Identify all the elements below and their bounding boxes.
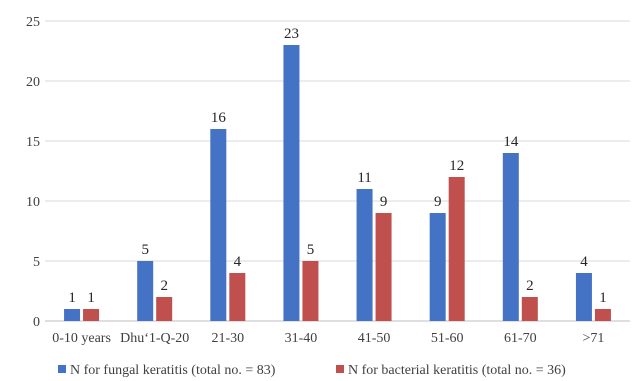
data-label: 1	[68, 290, 76, 306]
data-label: 14	[503, 134, 519, 150]
bar-bacterial	[448, 177, 465, 321]
bar-bacterial	[521, 297, 538, 321]
data-label: 4	[580, 254, 588, 270]
bar-bacterial	[156, 297, 173, 321]
bar-fungal	[429, 213, 446, 321]
x-tick-label: 0-10 years	[52, 331, 111, 346]
data-label: 16	[211, 110, 227, 126]
data-label: 12	[449, 158, 464, 174]
bars	[64, 45, 611, 321]
y-tick-label: 15	[26, 135, 40, 150]
bar-bacterial	[375, 213, 392, 321]
legend-marker	[58, 365, 66, 373]
x-axis-ticks: 0-10 years Dhu‘1-Q-20 21-30 31-40 41-50 51-60…	[52, 331, 604, 346]
x-tick-label: Dhu‘1-Q-20	[120, 331, 189, 346]
data-label: 2	[526, 278, 534, 294]
bar-bacterial	[594, 309, 611, 321]
data-label: 4	[234, 254, 242, 270]
bar-fungal	[575, 273, 592, 321]
data-label: 1	[87, 290, 95, 306]
legend-label: N for bacterial keratitis (total no. = 3…	[348, 363, 566, 378]
bar-fungal	[283, 45, 300, 321]
legend-label: N for fungal keratitis (total no. = 83)	[70, 363, 276, 378]
data-label: 23	[284, 26, 299, 42]
data-label: 9	[434, 194, 442, 210]
y-tick-label: 5	[33, 255, 40, 270]
data-label: 1	[599, 290, 607, 306]
x-tick-label: 41-50	[358, 331, 391, 346]
bar-fungal	[64, 309, 81, 321]
y-tick-label: 25	[26, 15, 40, 30]
x-tick-label: 31-40	[285, 331, 318, 346]
y-tick-label: 10	[26, 195, 40, 210]
data-label: 2	[160, 278, 168, 294]
y-tick-label: 20	[26, 75, 40, 90]
y-tick-label: 0	[33, 315, 40, 330]
bar-bacterial	[83, 309, 100, 321]
bar-fungal	[356, 189, 373, 321]
data-label: 11	[357, 170, 371, 186]
legend-marker	[336, 365, 344, 373]
data-label: 9	[380, 194, 388, 210]
data-label: 5	[141, 242, 149, 258]
bar-fungal	[137, 261, 154, 321]
x-tick-label: >71	[582, 331, 604, 346]
x-tick-label: 51-60	[431, 331, 464, 346]
gridlines	[45, 20, 630, 322]
y-axis-ticks: 0 5 10 15 20 25	[26, 15, 40, 330]
bar-bacterial	[302, 261, 319, 321]
data-label: 5	[307, 242, 315, 258]
legend: N for fungal keratitis (total no. = 83) N…	[58, 363, 566, 378]
bar-fungal	[210, 129, 227, 321]
bar-bacterial	[229, 273, 246, 321]
bar-fungal	[502, 153, 519, 321]
x-tick-label: 61-70	[504, 331, 537, 346]
x-tick-label: 21-30	[211, 331, 244, 346]
